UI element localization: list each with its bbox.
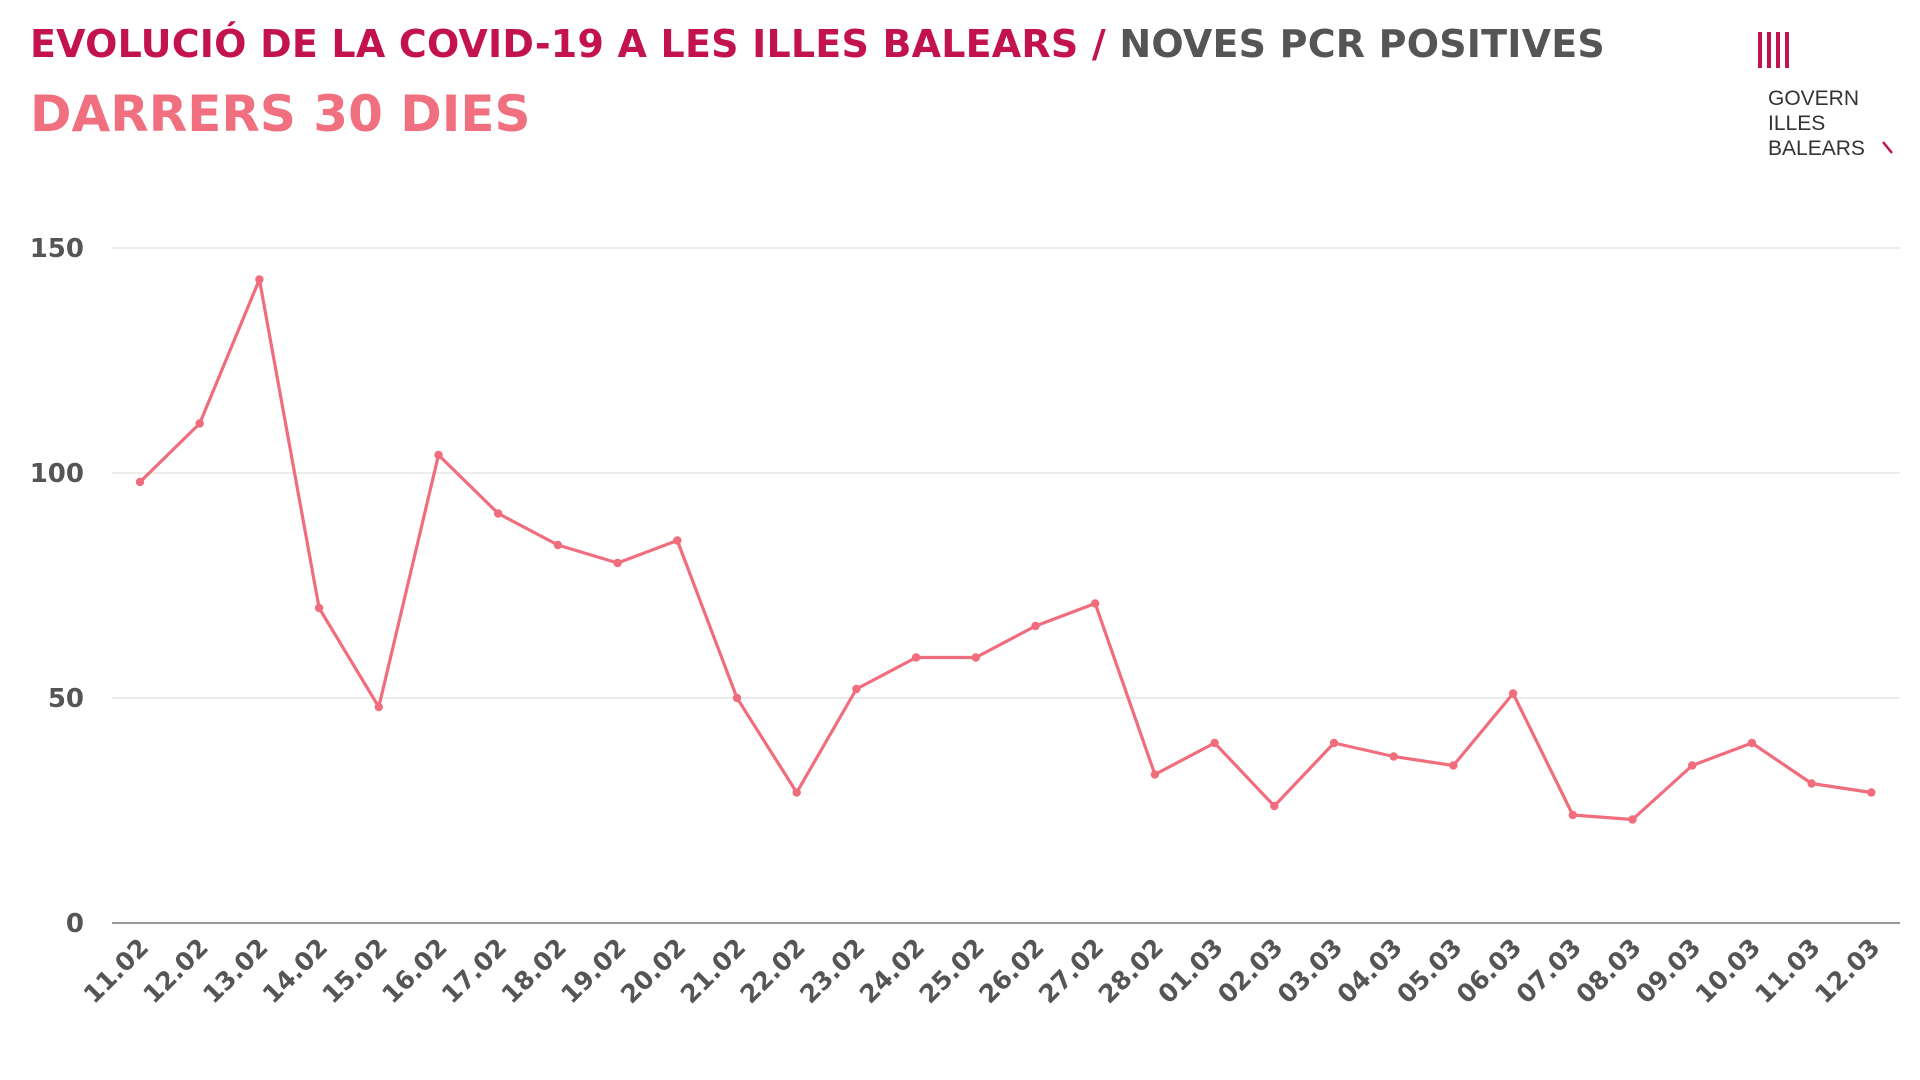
data-point xyxy=(1867,788,1876,797)
data-point xyxy=(792,788,801,797)
x-tick-label: 01.03 xyxy=(1152,933,1228,1009)
x-tick-label: 22.02 xyxy=(735,933,811,1009)
data-point xyxy=(1091,599,1100,608)
x-tick-label: 27.02 xyxy=(1033,933,1109,1009)
title-separator: / xyxy=(1091,22,1106,66)
data-point xyxy=(613,558,622,568)
x-tick-label: 20.02 xyxy=(615,933,691,1009)
data-point xyxy=(1031,621,1040,631)
govern-illes-balears-bars-icon xyxy=(1758,32,1893,154)
data-point xyxy=(494,509,503,518)
data-point xyxy=(314,603,324,613)
data-point xyxy=(1329,738,1339,748)
x-tick-label: 11.02 xyxy=(78,933,154,1009)
data-point xyxy=(1449,761,1458,770)
logo-line-1: GOVERN xyxy=(1768,87,1860,110)
data-point xyxy=(1270,801,1279,811)
x-tick-label: 26.02 xyxy=(973,933,1049,1009)
chart-subtitle: DARRERS 30 DIES xyxy=(30,85,531,143)
data-point xyxy=(673,536,682,545)
x-tick-label: 02.03 xyxy=(1212,933,1288,1009)
data-point xyxy=(971,653,980,662)
x-tick-label: 10.03 xyxy=(1690,933,1766,1009)
x-tick-label: 24.02 xyxy=(854,933,930,1009)
data-point xyxy=(374,702,383,712)
data-point xyxy=(911,653,921,662)
data-point xyxy=(1210,738,1219,748)
x-tick-label: 18.02 xyxy=(496,933,572,1009)
chart-title: EVOLUCIÓ DE LA COVID-19 A LES ILLES BALE… xyxy=(30,22,1605,66)
data-point xyxy=(1568,810,1578,820)
data-point xyxy=(1150,770,1160,779)
logo-line-2: ILLES xyxy=(1768,112,1826,135)
x-tick-label: 07.03 xyxy=(1511,933,1587,1009)
x-tick-label: 15.02 xyxy=(317,933,393,1009)
data-point xyxy=(553,540,563,550)
title-main: EVOLUCIÓ DE LA COVID-19 A LES ILLES BALE… xyxy=(30,22,1079,66)
x-tick-label: 19.02 xyxy=(555,933,631,1009)
data-point xyxy=(852,684,861,694)
data-point xyxy=(434,450,443,460)
data-point xyxy=(195,419,204,428)
x-tick-label: 16.02 xyxy=(376,933,452,1009)
data-point xyxy=(255,275,264,284)
x-tick-label: 25.02 xyxy=(914,933,990,1009)
x-tick-label: 08.03 xyxy=(1570,933,1646,1009)
y-tick-label: 150 xyxy=(30,234,84,264)
x-tick-label: 12.02 xyxy=(138,933,214,1009)
series-line xyxy=(138,277,1873,822)
x-tick-label: 12.03 xyxy=(1809,933,1885,1009)
x-tick-label: 17.02 xyxy=(436,933,512,1009)
y-tick-label: 100 xyxy=(30,459,84,489)
x-tick-label: 28.02 xyxy=(1093,933,1169,1009)
data-point xyxy=(732,693,742,703)
data-point xyxy=(1807,779,1816,788)
x-tick-label: 04.03 xyxy=(1332,933,1408,1009)
x-tick-label: 21.02 xyxy=(675,933,751,1009)
x-tick-label: 06.03 xyxy=(1451,933,1527,1009)
x-tick-label: 11.03 xyxy=(1749,933,1825,1009)
x-tick-label: 13.02 xyxy=(197,933,273,1009)
data-point xyxy=(1628,815,1637,824)
x-tick-label: 09.03 xyxy=(1630,933,1706,1009)
data-point xyxy=(1508,689,1518,698)
x-tick-label: 23.02 xyxy=(794,933,870,1009)
y-tick-label: 50 xyxy=(48,684,84,714)
data-point xyxy=(1389,752,1398,761)
data-point xyxy=(135,477,145,487)
data-point xyxy=(1688,761,1697,770)
x-tick-label: 05.03 xyxy=(1391,933,1467,1009)
data-point xyxy=(1747,738,1757,748)
y-tick-label: 0 xyxy=(66,909,84,939)
logo-line-3: BALEARS xyxy=(1768,137,1865,160)
logo-text: GOVERN ILLES BALEARS xyxy=(1768,86,1865,161)
x-tick-label: 14.02 xyxy=(257,933,333,1009)
title-sub: NOVES PCR POSITIVES xyxy=(1119,22,1605,66)
x-tick-label: 03.03 xyxy=(1272,933,1348,1009)
